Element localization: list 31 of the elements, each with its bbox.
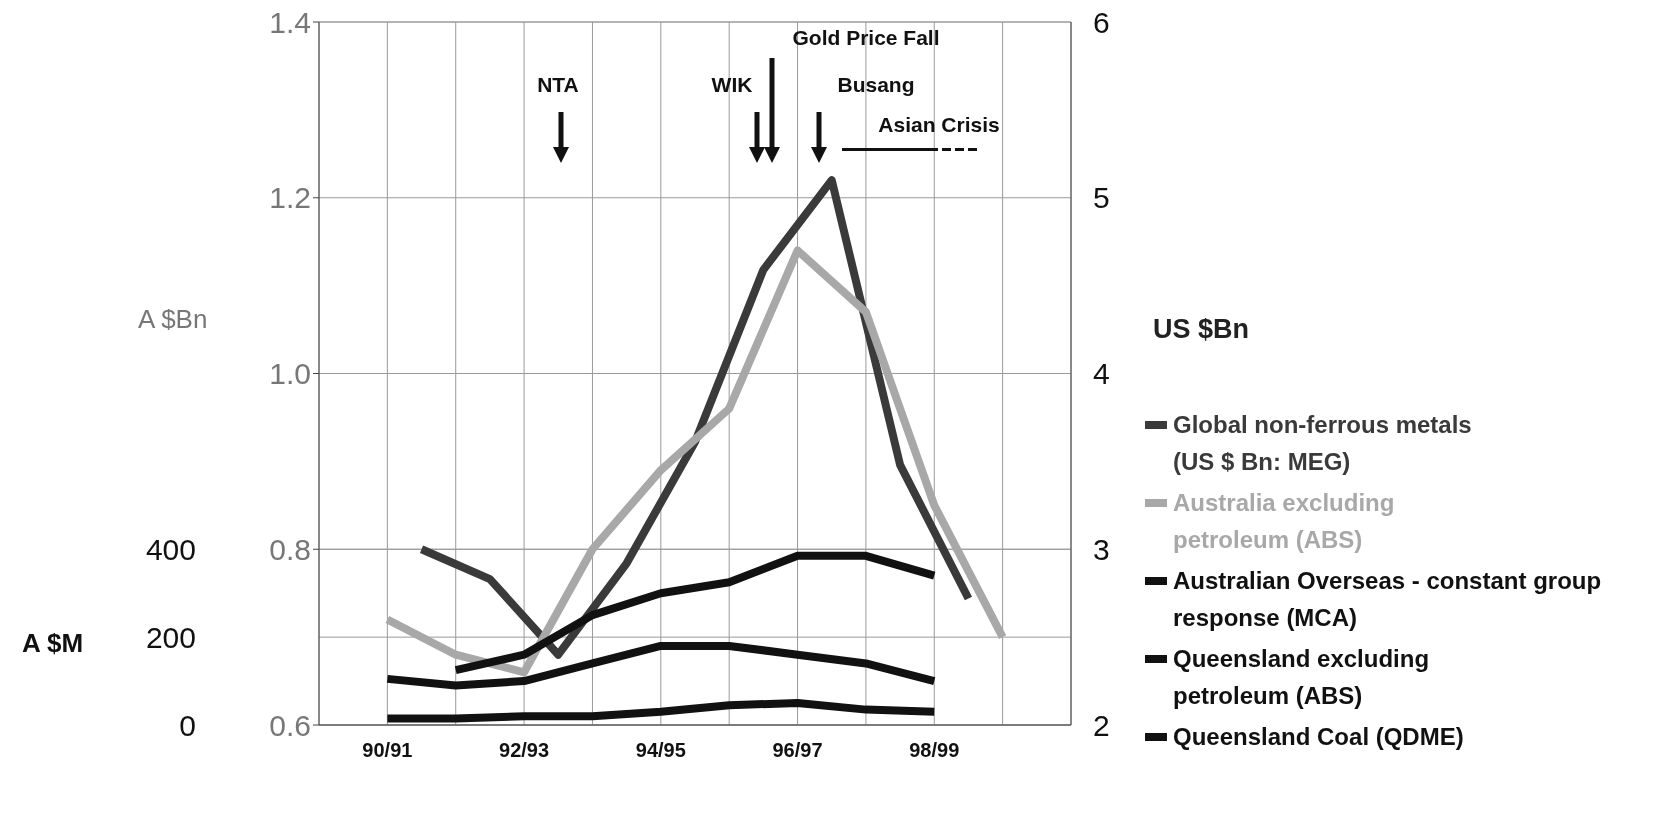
y3-tick-label: 200 <box>145 620 196 654</box>
y-tick-label: 1.2 <box>269 181 311 215</box>
legend-label: Queensland Coal (QDME) <box>1173 722 1465 752</box>
y-tick-label: 0.6 <box>269 708 311 742</box>
y2-tick-label: 2 <box>1093 708 1110 742</box>
y3-axis-title: A $M <box>22 628 84 659</box>
y-tick-label: 1.0 <box>269 357 311 391</box>
annotation: WIK <box>711 72 753 96</box>
annotation: NTA <box>537 72 579 96</box>
legend-label: Queensland excluding petroleum (ABS) <box>1173 644 1431 711</box>
x-tick-label: 94/95 <box>635 739 686 762</box>
annotation: Asian Crisis <box>878 112 1000 136</box>
y3-tick-label: 400 <box>145 532 196 566</box>
y-axis-title: A $Bn <box>138 304 208 335</box>
y-tick-label: 1.4 <box>269 5 311 39</box>
x-tick-label: 90/91 <box>362 739 413 762</box>
y2-tick-label: 5 <box>1093 181 1110 215</box>
x-tick-label: 98/99 <box>909 739 960 762</box>
legend-label: Australian Overseas - constant group response (MCA) <box>1173 566 1603 633</box>
y3-tick-label: 0 <box>179 708 196 742</box>
legend-label: Australia excluding petroleum (ABS) <box>1173 488 1396 555</box>
y2-tick-label: 6 <box>1093 5 1110 39</box>
legend-label: Global non-ferrous metals (US $ Bn: MEG) <box>1173 410 1473 477</box>
y2-tick-label: 4 <box>1093 357 1110 391</box>
y-tick-label: 0.8 <box>269 532 311 566</box>
x-tick-label: 92/93 <box>499 739 550 762</box>
y2-tick-label: 3 <box>1093 532 1110 566</box>
x-tick-label: 96/97 <box>772 739 823 762</box>
annotation: Busang <box>837 72 915 96</box>
y2-axis-title: US $Bn <box>1153 314 1250 345</box>
annotation: Gold Price Fall <box>792 25 940 49</box>
